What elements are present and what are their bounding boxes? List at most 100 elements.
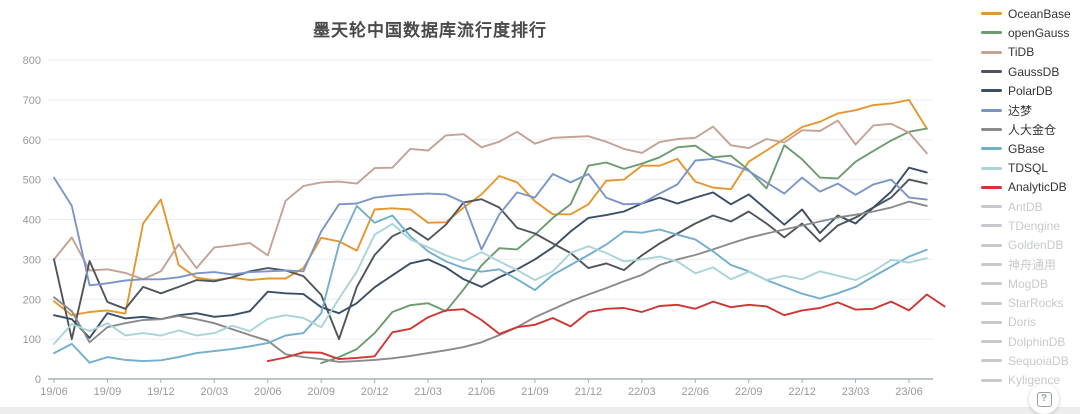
legend-label: MogDB bbox=[1008, 276, 1049, 291]
legend-swatch bbox=[981, 263, 1002, 266]
legend-swatch bbox=[981, 205, 1002, 209]
x-axis-tick-label: 20/06 bbox=[254, 386, 282, 398]
help-button[interactable]: ? bbox=[1029, 384, 1059, 414]
legend-item-达梦[interactable]: 达梦 bbox=[981, 100, 1080, 119]
x-axis-tick-label: 22/12 bbox=[788, 386, 816, 398]
legend-item-TiDB[interactable]: TiDB bbox=[981, 43, 1080, 62]
legend-swatch bbox=[981, 50, 1002, 54]
legend: OceanBase openGauss TiDB GaussDB PolarDB 达梦人大… bbox=[981, 4, 1080, 390]
y-axis-tick-label: 400 bbox=[23, 215, 41, 227]
legend-label: PolarDB bbox=[1008, 83, 1053, 98]
y-axis-tick-label: 800 bbox=[23, 55, 41, 67]
series-line-GaussDB bbox=[53, 178, 928, 341]
legend-swatch bbox=[981, 127, 1002, 131]
x-axis-tick-label: 19/12 bbox=[147, 386, 175, 398]
legend-swatch bbox=[981, 185, 1002, 189]
legend-item-StarRocks[interactable]: StarRocks bbox=[981, 293, 1080, 312]
x-axis-tick-label: 21/06 bbox=[468, 386, 496, 398]
series-line-人大金仓 bbox=[53, 200, 928, 363]
x-axis-tick-label: 19/06 bbox=[40, 386, 68, 398]
legend-label: AntDB bbox=[1008, 199, 1043, 214]
x-axis-tick-label: 20/12 bbox=[361, 386, 389, 398]
chart-title: 墨天轮中国数据库流行度排行 bbox=[313, 21, 547, 40]
legend-swatch bbox=[981, 301, 1002, 305]
series-line-GBase bbox=[53, 204, 928, 364]
legend-item-SequoiaDB[interactable]: SequoiaDB bbox=[981, 351, 1080, 370]
legend-item-PolarDB[interactable]: PolarDB bbox=[981, 81, 1080, 100]
y-axis-tick-label: 300 bbox=[23, 254, 41, 266]
legend-swatch bbox=[981, 166, 1002, 170]
series-line-OceanBase bbox=[53, 98, 928, 317]
legend-label: SequoiaDB bbox=[1008, 353, 1069, 368]
x-axis-tick-label: 20/03 bbox=[201, 386, 229, 398]
legend-swatch bbox=[981, 108, 1002, 112]
y-axis-tick-label: 100 bbox=[23, 334, 41, 346]
legend-swatch bbox=[981, 320, 1002, 324]
legend-swatch bbox=[981, 282, 1002, 286]
series-line-达梦 bbox=[53, 157, 928, 287]
legend-label: OceanBase bbox=[1008, 6, 1071, 21]
legend-item-GoldenDB[interactable]: GoldenDB bbox=[981, 236, 1080, 255]
legend-item-DolphinDB[interactable]: DolphinDB bbox=[981, 332, 1080, 351]
x-axis-tick-label: 23/03 bbox=[842, 386, 870, 398]
series-line-TDSQL bbox=[53, 222, 928, 345]
legend-label: Kyligence bbox=[1008, 373, 1061, 388]
legend-item-Doris[interactable]: Doris bbox=[981, 313, 1080, 332]
legend-swatch bbox=[981, 89, 1002, 93]
x-axis-tick-label: 21/09 bbox=[521, 386, 549, 398]
legend-item-Kyligence[interactable]: Kyligence bbox=[981, 371, 1080, 390]
x-axis-tick-label: 22/06 bbox=[681, 386, 709, 398]
legend-label: Doris bbox=[1008, 315, 1037, 330]
x-axis-tick-label: 22/09 bbox=[735, 386, 763, 398]
legend-label: 达梦 bbox=[1008, 103, 1033, 118]
legend-swatch bbox=[981, 359, 1002, 363]
series-line-AnalyticDB bbox=[266, 293, 946, 363]
legend-label: AnalyticDB bbox=[1008, 180, 1067, 195]
legend-label: 神舟通用 bbox=[1008, 258, 1057, 272]
legend-label: GoldenDB bbox=[1008, 238, 1064, 253]
legend-label: DolphinDB bbox=[1008, 334, 1066, 349]
y-axis-tick-label: 500 bbox=[23, 175, 41, 187]
y-axis-tick-label: 700 bbox=[23, 95, 41, 107]
bottom-divider bbox=[0, 407, 1080, 414]
question-mark-icon: ? bbox=[1036, 391, 1052, 407]
y-axis-tick-label: 200 bbox=[23, 294, 41, 306]
series-line-TiDB bbox=[53, 119, 928, 281]
legend-label: TDengine bbox=[1008, 218, 1061, 233]
legend-item-人大金仓[interactable]: 人大金仓 bbox=[981, 120, 1080, 139]
legend-label: 人大金仓 bbox=[1008, 122, 1057, 137]
legend-item-神舟通用[interactable]: 神舟通用 bbox=[981, 255, 1080, 274]
legend-swatch bbox=[981, 31, 1002, 35]
legend-swatch bbox=[981, 378, 1002, 382]
y-axis-tick-label: 0 bbox=[35, 374, 41, 386]
series-line-PolarDB bbox=[53, 166, 928, 339]
legend-item-AnalyticDB[interactable]: AnalyticDB bbox=[981, 178, 1080, 197]
legend-label: GBase bbox=[1008, 141, 1045, 156]
legend-item-OceanBase[interactable]: OceanBase bbox=[981, 4, 1080, 23]
x-axis-tick-label: 20/09 bbox=[307, 386, 335, 398]
legend-label: StarRocks bbox=[1008, 296, 1064, 311]
legend-swatch bbox=[981, 243, 1002, 247]
legend-swatch bbox=[981, 340, 1002, 344]
legend-swatch bbox=[981, 224, 1002, 228]
legend-item-MogDB[interactable]: MogDB bbox=[981, 274, 1080, 293]
legend-label: GaussDB bbox=[1008, 64, 1060, 79]
legend-item-openGauss[interactable]: openGauss bbox=[981, 23, 1080, 42]
legend-swatch bbox=[981, 12, 1002, 16]
y-axis-tick-label: 600 bbox=[23, 135, 41, 147]
x-axis-tick-label: 22/03 bbox=[628, 386, 656, 398]
legend-label: TiDB bbox=[1008, 45, 1035, 60]
legend-item-GBase[interactable]: GBase bbox=[981, 139, 1080, 158]
legend-swatch bbox=[981, 147, 1002, 151]
legend-item-AntDB[interactable]: AntDB bbox=[981, 197, 1080, 216]
x-axis-tick-label: 21/03 bbox=[414, 386, 442, 398]
x-axis-tick-label: 23/06 bbox=[895, 386, 923, 398]
legend-item-TDSQL[interactable]: TDSQL bbox=[981, 158, 1080, 177]
series-line-openGauss bbox=[320, 127, 928, 365]
legend-item-GaussDB[interactable]: GaussDB bbox=[981, 62, 1080, 81]
legend-label: TDSQL bbox=[1008, 161, 1049, 176]
legend-item-TDengine[interactable]: TDengine bbox=[981, 216, 1080, 235]
legend-swatch bbox=[981, 70, 1002, 74]
